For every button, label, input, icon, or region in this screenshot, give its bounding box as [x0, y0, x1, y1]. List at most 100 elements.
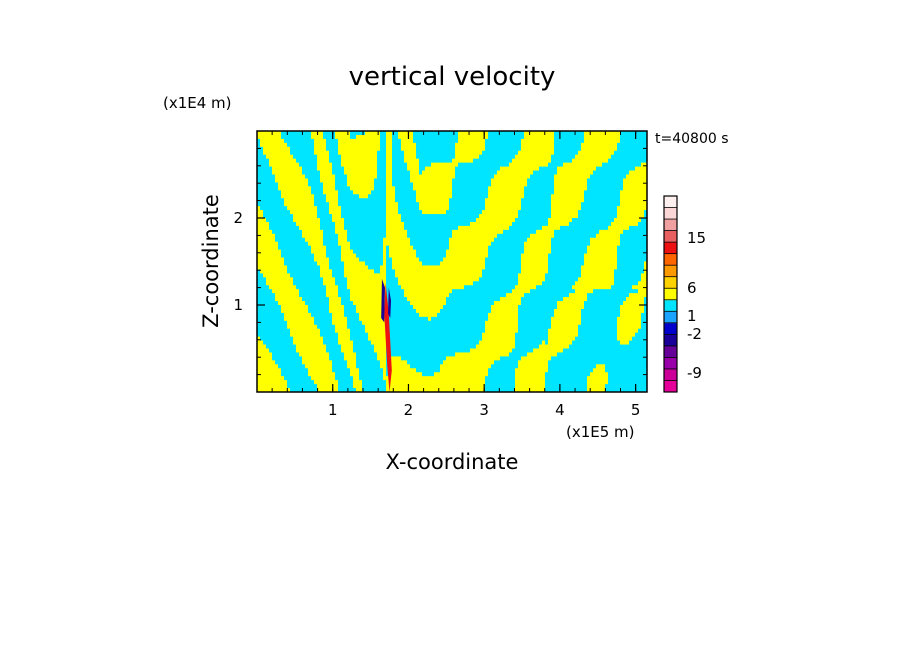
field-cell — [311, 206, 315, 211]
field-cell — [641, 233, 645, 239]
field-cell — [263, 146, 267, 152]
field-cell — [416, 142, 420, 148]
field-cell — [527, 150, 531, 156]
field-cell — [491, 245, 495, 250]
field-cell — [431, 214, 435, 219]
field-cell — [260, 237, 264, 243]
field-cell — [626, 261, 630, 266]
field-cell — [536, 214, 540, 219]
field-cell — [482, 253, 486, 258]
field-cell — [317, 253, 321, 258]
field-cell — [350, 174, 354, 179]
field-cell — [386, 281, 390, 286]
field-cell — [323, 198, 327, 203]
field-cell — [623, 237, 627, 243]
field-cell — [317, 233, 321, 239]
field-cell — [359, 237, 363, 243]
field-cell — [299, 269, 303, 274]
field-cell — [449, 190, 453, 195]
field-cell — [605, 178, 609, 183]
field-cell — [392, 190, 396, 195]
field-cell — [449, 233, 453, 239]
field-cell — [527, 221, 531, 227]
field-cell — [491, 134, 495, 140]
field-cell — [539, 265, 543, 270]
field-cell — [398, 241, 402, 247]
field-cell — [287, 265, 291, 270]
field-cell — [596, 182, 600, 187]
field-cell — [542, 218, 546, 223]
field-cell — [371, 166, 375, 171]
field-cell — [365, 158, 369, 163]
field-cell — [311, 265, 315, 270]
field-cell — [308, 150, 312, 156]
field-cell — [572, 241, 576, 247]
field-cell — [398, 134, 402, 140]
field-cell — [437, 206, 441, 211]
field-cell — [440, 170, 444, 175]
field-cell — [644, 194, 647, 199]
field-cell — [617, 277, 621, 282]
field-cell — [380, 249, 384, 254]
field-cell — [371, 245, 375, 250]
field-cell — [539, 221, 543, 227]
field-cell — [338, 162, 342, 167]
field-cell — [581, 218, 585, 223]
field-cell — [482, 186, 486, 191]
field-cell — [632, 138, 636, 144]
field-cell — [413, 249, 417, 254]
field-cell — [302, 233, 306, 239]
field-cell — [572, 182, 576, 187]
field-cell — [257, 150, 261, 156]
field-cell — [365, 138, 369, 144]
field-cell — [494, 210, 498, 215]
field-cell — [374, 146, 378, 152]
field-cell — [560, 186, 564, 191]
field-cell — [446, 257, 450, 262]
field-cell — [410, 182, 414, 187]
field-cell — [590, 210, 594, 215]
field-cell — [548, 182, 552, 187]
field-cell — [563, 253, 567, 258]
field-cell — [272, 131, 276, 136]
field-cell — [359, 261, 363, 266]
field-cell — [404, 178, 408, 183]
field-cell — [386, 186, 390, 191]
field-cell — [377, 142, 381, 148]
field-cell — [287, 261, 291, 266]
field-cell — [392, 237, 396, 243]
field-cell — [602, 166, 606, 171]
field-cell — [302, 194, 306, 199]
field-cell — [629, 170, 633, 175]
field-cell — [503, 249, 507, 254]
field-cell — [308, 142, 312, 148]
field-cell — [548, 134, 552, 140]
field-cell — [404, 261, 408, 266]
field-cell — [599, 142, 603, 148]
field-cell — [335, 162, 339, 167]
field-cell — [521, 202, 525, 207]
field-cell — [338, 178, 342, 183]
field-cell — [470, 146, 474, 152]
field-cell — [485, 178, 489, 183]
field-cell — [374, 150, 378, 156]
field-cell — [578, 202, 582, 207]
field-cell — [545, 131, 549, 136]
field-cell — [548, 154, 552, 160]
field-cell — [518, 225, 522, 231]
field-cell — [467, 245, 471, 250]
field-cell — [299, 131, 303, 136]
field-cell — [437, 214, 441, 219]
field-cell — [440, 225, 444, 231]
field-cell — [362, 182, 366, 187]
field-cell — [518, 210, 522, 215]
field-cell — [629, 225, 633, 231]
field-cell — [461, 257, 465, 262]
field-cell — [386, 225, 390, 231]
field-cell — [314, 269, 318, 274]
field-cell — [593, 257, 597, 262]
field-cell — [344, 158, 348, 163]
field-cell — [623, 229, 627, 235]
field-cell — [332, 218, 336, 223]
field-cell — [338, 257, 342, 262]
